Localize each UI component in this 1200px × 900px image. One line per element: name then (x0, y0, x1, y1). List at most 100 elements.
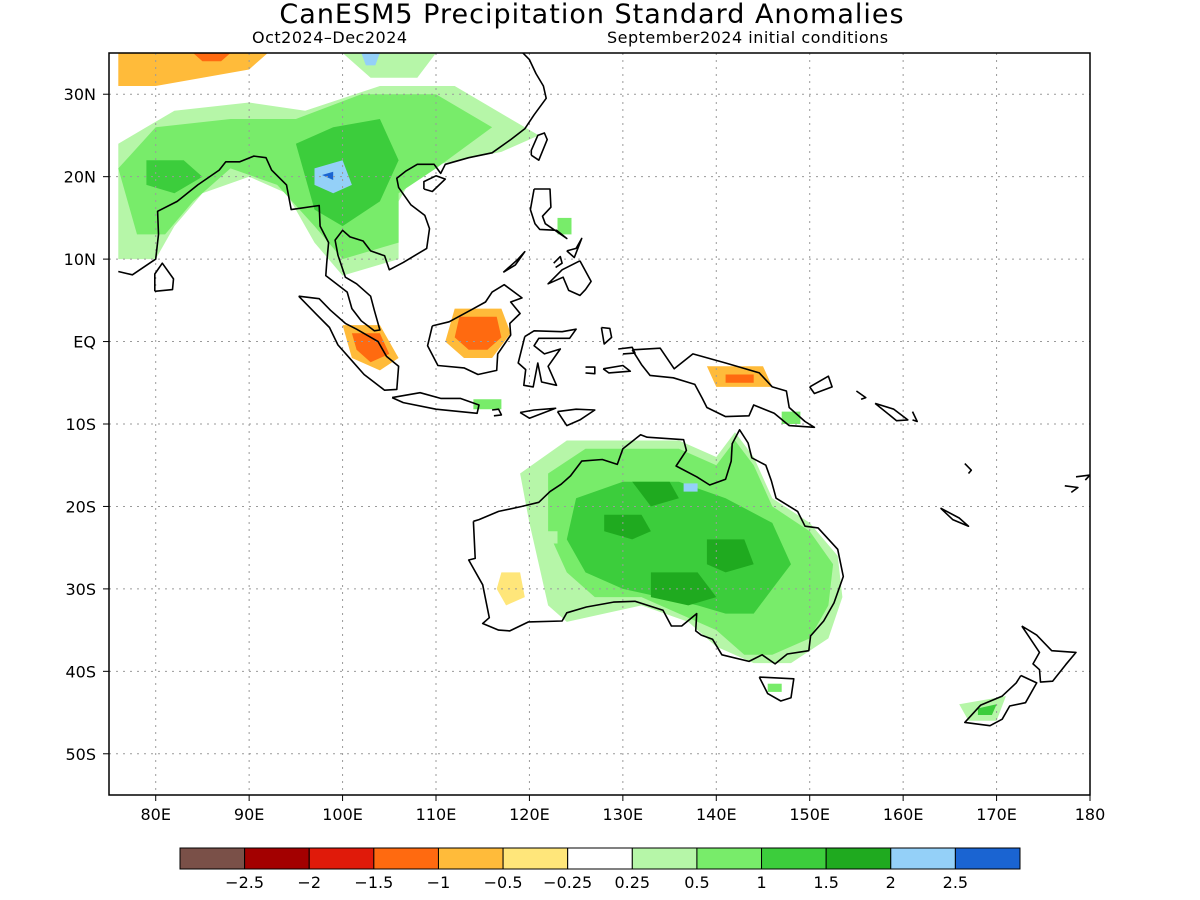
colorbar-swatch (502, 847, 569, 870)
anomaly-region (538, 531, 558, 544)
coastline (502, 250, 526, 273)
coastline (492, 408, 503, 417)
coastline (298, 295, 400, 392)
coastline (519, 407, 557, 420)
gridlines (109, 53, 1090, 795)
coastline (758, 676, 795, 702)
anomaly-region (632, 481, 679, 507)
coastline (600, 326, 613, 345)
coastline (602, 364, 632, 374)
colorbar-swatch (308, 847, 375, 870)
anomaly-region (977, 704, 997, 715)
colorbar-swatch (437, 847, 504, 870)
coastline (529, 188, 568, 240)
axis-ticks: 80E 90E 100E 110E 120E 130E 140E 150E 160E 170E 18… (64, 85, 1106, 824)
colorbar-swatch (761, 847, 827, 870)
anomaly-region (361, 53, 380, 66)
lon-tick-label: 120E (509, 805, 550, 824)
coastline (517, 328, 577, 388)
colorbar-label: −2.5 (225, 873, 264, 892)
colorbar-label: 0.25 (614, 873, 650, 892)
lat-tick-label: 30N (64, 85, 96, 104)
lat-tick-label: EQ (73, 333, 96, 352)
map-area (109, 53, 1090, 795)
anomaly-region (566, 481, 791, 614)
coastline (423, 175, 447, 193)
anomaly-region (496, 572, 525, 606)
coastline (855, 390, 867, 401)
lon-tick-label: 130E (603, 805, 644, 824)
colorbar-swatch (179, 847, 246, 870)
anomaly-fills (118, 53, 1006, 721)
lon-tick-label: 80E (140, 805, 170, 824)
lon-tick-label: 110E (416, 805, 457, 824)
coastline (939, 507, 970, 528)
coastline (467, 428, 845, 665)
coastline (1021, 625, 1077, 683)
colorbar-label: −0.25 (543, 873, 592, 892)
coastline (547, 260, 592, 297)
coastlines (118, 53, 1090, 727)
chart-title: CanESM5 Precipitation Standard Anomalies (279, 0, 905, 30)
anomaly-region (322, 171, 334, 180)
lon-tick-label: 180 (1075, 805, 1106, 824)
coastline (118, 53, 548, 332)
lat-tick-label: 10N (64, 250, 96, 269)
colorbar-label: −0.5 (484, 873, 523, 892)
coastline (631, 347, 816, 429)
colorbar: −2.5 −2 −1.5 −1 −0.5 −0.25 0.25 0.5 1 1.5 2 2.5 (179, 847, 1021, 892)
lon-tick-label: 90E (234, 805, 264, 824)
coastline (426, 283, 523, 376)
colorbar-label: −2 (297, 873, 321, 892)
colorbar-swatch (890, 847, 956, 870)
coastline (585, 366, 596, 375)
anomaly-region (557, 217, 572, 235)
colorbar-swatch (631, 847, 698, 870)
coastline (1075, 474, 1090, 481)
coastline (1064, 485, 1079, 494)
anomaly-region (767, 683, 782, 692)
anomaly-region (781, 411, 801, 424)
anomaly-region (473, 399, 502, 410)
lon-tick-label: 160E (883, 805, 924, 824)
coastline (618, 346, 636, 355)
anomaly-region (146, 160, 203, 194)
colorbar-label: 1.5 (813, 873, 838, 892)
lon-tick-label: 170E (976, 805, 1017, 824)
lat-tick-label: 40S (65, 662, 96, 681)
coastline (553, 255, 563, 269)
coastline (911, 411, 919, 423)
coastline (874, 402, 909, 422)
coastline (963, 674, 1038, 727)
lat-tick-label: 20S (65, 497, 96, 516)
lon-tick-label: 150E (789, 805, 830, 824)
colorbar-swatch (696, 847, 763, 870)
coastline (530, 132, 549, 161)
coastline (391, 391, 480, 415)
anomaly-region (351, 333, 390, 363)
lat-tick-label: 20N (64, 168, 96, 187)
coastline (809, 375, 833, 395)
colorbar-swatch (954, 847, 1021, 870)
coastline (556, 408, 596, 427)
anomaly-region (706, 539, 754, 573)
initial-conditions: September2024 initial conditions (607, 28, 889, 47)
colorbar-swatch (567, 847, 633, 870)
anomaly-region (683, 483, 698, 492)
colorbar-label: 2.5 (943, 873, 968, 892)
colorbar-label: 2 (886, 873, 896, 892)
colorbar-label: −1 (427, 873, 451, 892)
lon-tick-label: 100E (322, 805, 363, 824)
colorbar-swatch (373, 847, 439, 870)
colorbar-label: −1.5 (354, 873, 393, 892)
forecast-period: Oct2024–Dec2024 (252, 28, 408, 47)
colorbar-label: 1 (756, 873, 766, 892)
colorbar-swatch (244, 847, 310, 870)
coastline (566, 237, 583, 259)
colorbar-swatch (825, 847, 892, 870)
anomaly-region (193, 53, 231, 62)
lat-tick-label: 50S (65, 745, 96, 764)
colorbar-label: 0.5 (684, 873, 709, 892)
coastline (154, 262, 175, 293)
